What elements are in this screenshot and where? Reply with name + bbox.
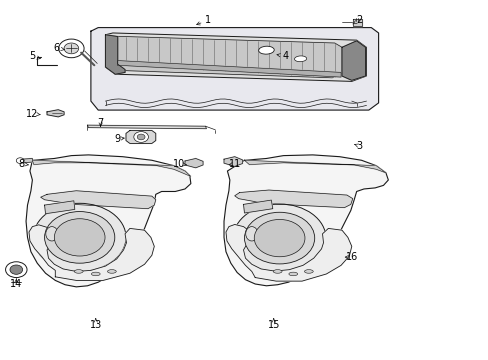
Polygon shape [224,157,242,166]
Text: 11: 11 [228,159,241,169]
Polygon shape [243,200,272,213]
Ellipse shape [273,270,282,273]
Polygon shape [44,201,75,214]
Circle shape [137,134,145,140]
Polygon shape [26,155,190,287]
Ellipse shape [74,270,83,273]
Circle shape [33,203,126,271]
Polygon shape [41,191,156,209]
Polygon shape [341,41,365,80]
Circle shape [59,39,84,58]
Polygon shape [87,125,206,129]
Circle shape [233,204,325,272]
Polygon shape [105,33,366,81]
Ellipse shape [304,270,313,273]
Text: 12: 12 [26,109,39,119]
Circle shape [54,219,105,256]
Text: 16: 16 [345,252,357,262]
Text: 1: 1 [204,15,210,26]
Ellipse shape [91,272,100,276]
Text: 4: 4 [282,51,288,61]
Polygon shape [21,158,32,163]
Polygon shape [118,60,340,77]
Text: 14: 14 [10,279,22,289]
Circle shape [64,43,79,54]
Text: 9: 9 [114,134,121,144]
Polygon shape [234,190,352,208]
Text: 5: 5 [29,51,36,61]
Text: 7: 7 [97,118,103,128]
Circle shape [5,262,27,278]
Text: 15: 15 [267,320,279,330]
Polygon shape [225,225,351,281]
Polygon shape [47,110,64,117]
Ellipse shape [288,272,297,276]
Polygon shape [352,19,361,26]
Circle shape [10,265,22,274]
Circle shape [16,158,24,163]
Polygon shape [32,160,190,176]
Circle shape [244,212,314,264]
Polygon shape [105,35,125,74]
Ellipse shape [245,226,257,241]
Text: 2: 2 [355,15,362,26]
Ellipse shape [258,46,274,54]
Polygon shape [91,28,378,110]
Polygon shape [184,158,203,168]
Circle shape [134,132,148,142]
Polygon shape [224,155,387,286]
Text: 13: 13 [89,320,102,330]
Polygon shape [118,37,341,78]
Polygon shape [126,131,156,143]
Polygon shape [29,225,154,280]
Text: 10: 10 [172,159,184,169]
Text: 3: 3 [355,141,362,151]
Polygon shape [244,160,385,173]
Ellipse shape [107,270,116,273]
Circle shape [44,212,115,263]
Ellipse shape [46,226,58,241]
Ellipse shape [294,56,306,62]
Circle shape [254,220,305,257]
Text: 6: 6 [54,43,60,53]
Text: 8: 8 [18,159,24,169]
